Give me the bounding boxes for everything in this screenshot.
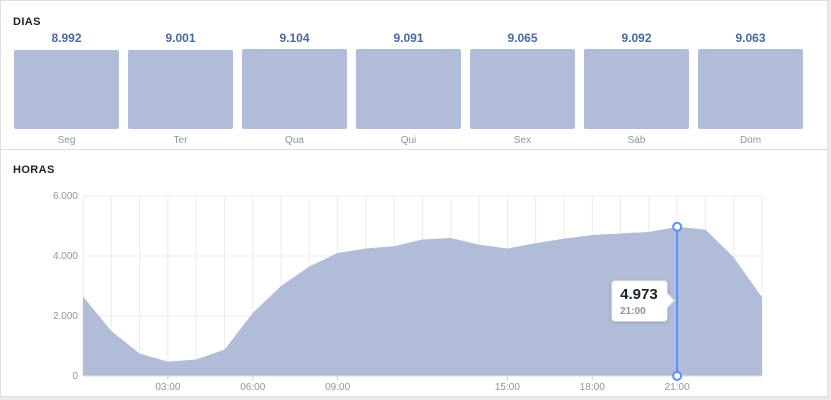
day-column[interactable]: 9.092 Sáb — [584, 31, 689, 149]
day-value-label: 9.091 — [393, 31, 424, 45]
hours-title: HORAS — [13, 164, 55, 176]
day-value-label: 9.065 — [507, 31, 538, 45]
day-bar[interactable] — [14, 49, 119, 129]
day-value-label: 9.092 — [621, 31, 652, 45]
day-bar[interactable] — [698, 49, 803, 129]
day-column[interactable]: 9.065 Sex — [470, 31, 575, 149]
y-tick-label: 4.000 — [53, 251, 78, 262]
day-label: Seg — [57, 135, 76, 146]
days-title: DIAS — [13, 16, 41, 28]
y-tick-label: 0 — [72, 371, 78, 382]
day-column[interactable]: 9.091 Qui — [356, 31, 461, 149]
hours-panel: HORAS 0 2.000 4.000 6.000 03:00 06:00 09:00 15:… — [0, 149, 828, 397]
tooltip-value: 4.973 — [620, 286, 658, 303]
day-bar[interactable] — [128, 49, 233, 129]
x-tick-label: 21:00 — [665, 382, 690, 393]
day-value-label: 9.001 — [165, 31, 196, 45]
day-label: Sáb — [627, 135, 646, 146]
day-column[interactable]: 9.063 Dom — [698, 31, 803, 149]
x-tick-label: 06:00 — [240, 382, 265, 393]
highlight-point — [672, 221, 683, 232]
x-tick-label: 15:00 — [495, 382, 520, 393]
day-bar[interactable] — [470, 49, 575, 129]
y-tick-label: 2.000 — [53, 311, 78, 322]
day-label: Dom — [739, 135, 762, 146]
hour-tooltip: 4.973 21:00 — [611, 280, 669, 322]
day-label: Sex — [513, 135, 532, 146]
hours-area-chart[interactable]: 0 2.000 4.000 6.000 03:00 06:00 09:00 15:00 18:0… — [1, 150, 827, 396]
day-bar[interactable] — [242, 49, 347, 129]
day-label: Ter — [173, 135, 188, 146]
day-value-label: 8.992 — [51, 31, 82, 45]
day-value-label: 9.063 — [735, 31, 766, 45]
x-tick-label: 09:00 — [325, 382, 350, 393]
day-column[interactable]: 8.992 Seg — [14, 31, 119, 149]
highlight-base-point — [672, 371, 683, 381]
day-label: Qua — [285, 135, 304, 146]
day-column[interactable]: 9.001 Ter — [128, 31, 233, 149]
day-label: Qui — [400, 135, 417, 146]
y-tick-label: 6.000 — [53, 191, 78, 202]
day-bar[interactable] — [356, 49, 461, 129]
day-value-label: 9.104 — [279, 31, 310, 45]
hours-area — [83, 226, 762, 376]
tooltip-label: 21:00 — [620, 306, 646, 317]
day-bar[interactable] — [584, 49, 689, 129]
x-tick-label: 03:00 — [155, 382, 180, 393]
x-tick-label: 18:00 — [580, 382, 605, 393]
days-panel: DIAS 8.992 Seg 9.001 Ter 9.104 Qua 9.091 Qui 9.0… — [0, 0, 828, 150]
day-column[interactable]: 9.104 Qua — [242, 31, 347, 149]
